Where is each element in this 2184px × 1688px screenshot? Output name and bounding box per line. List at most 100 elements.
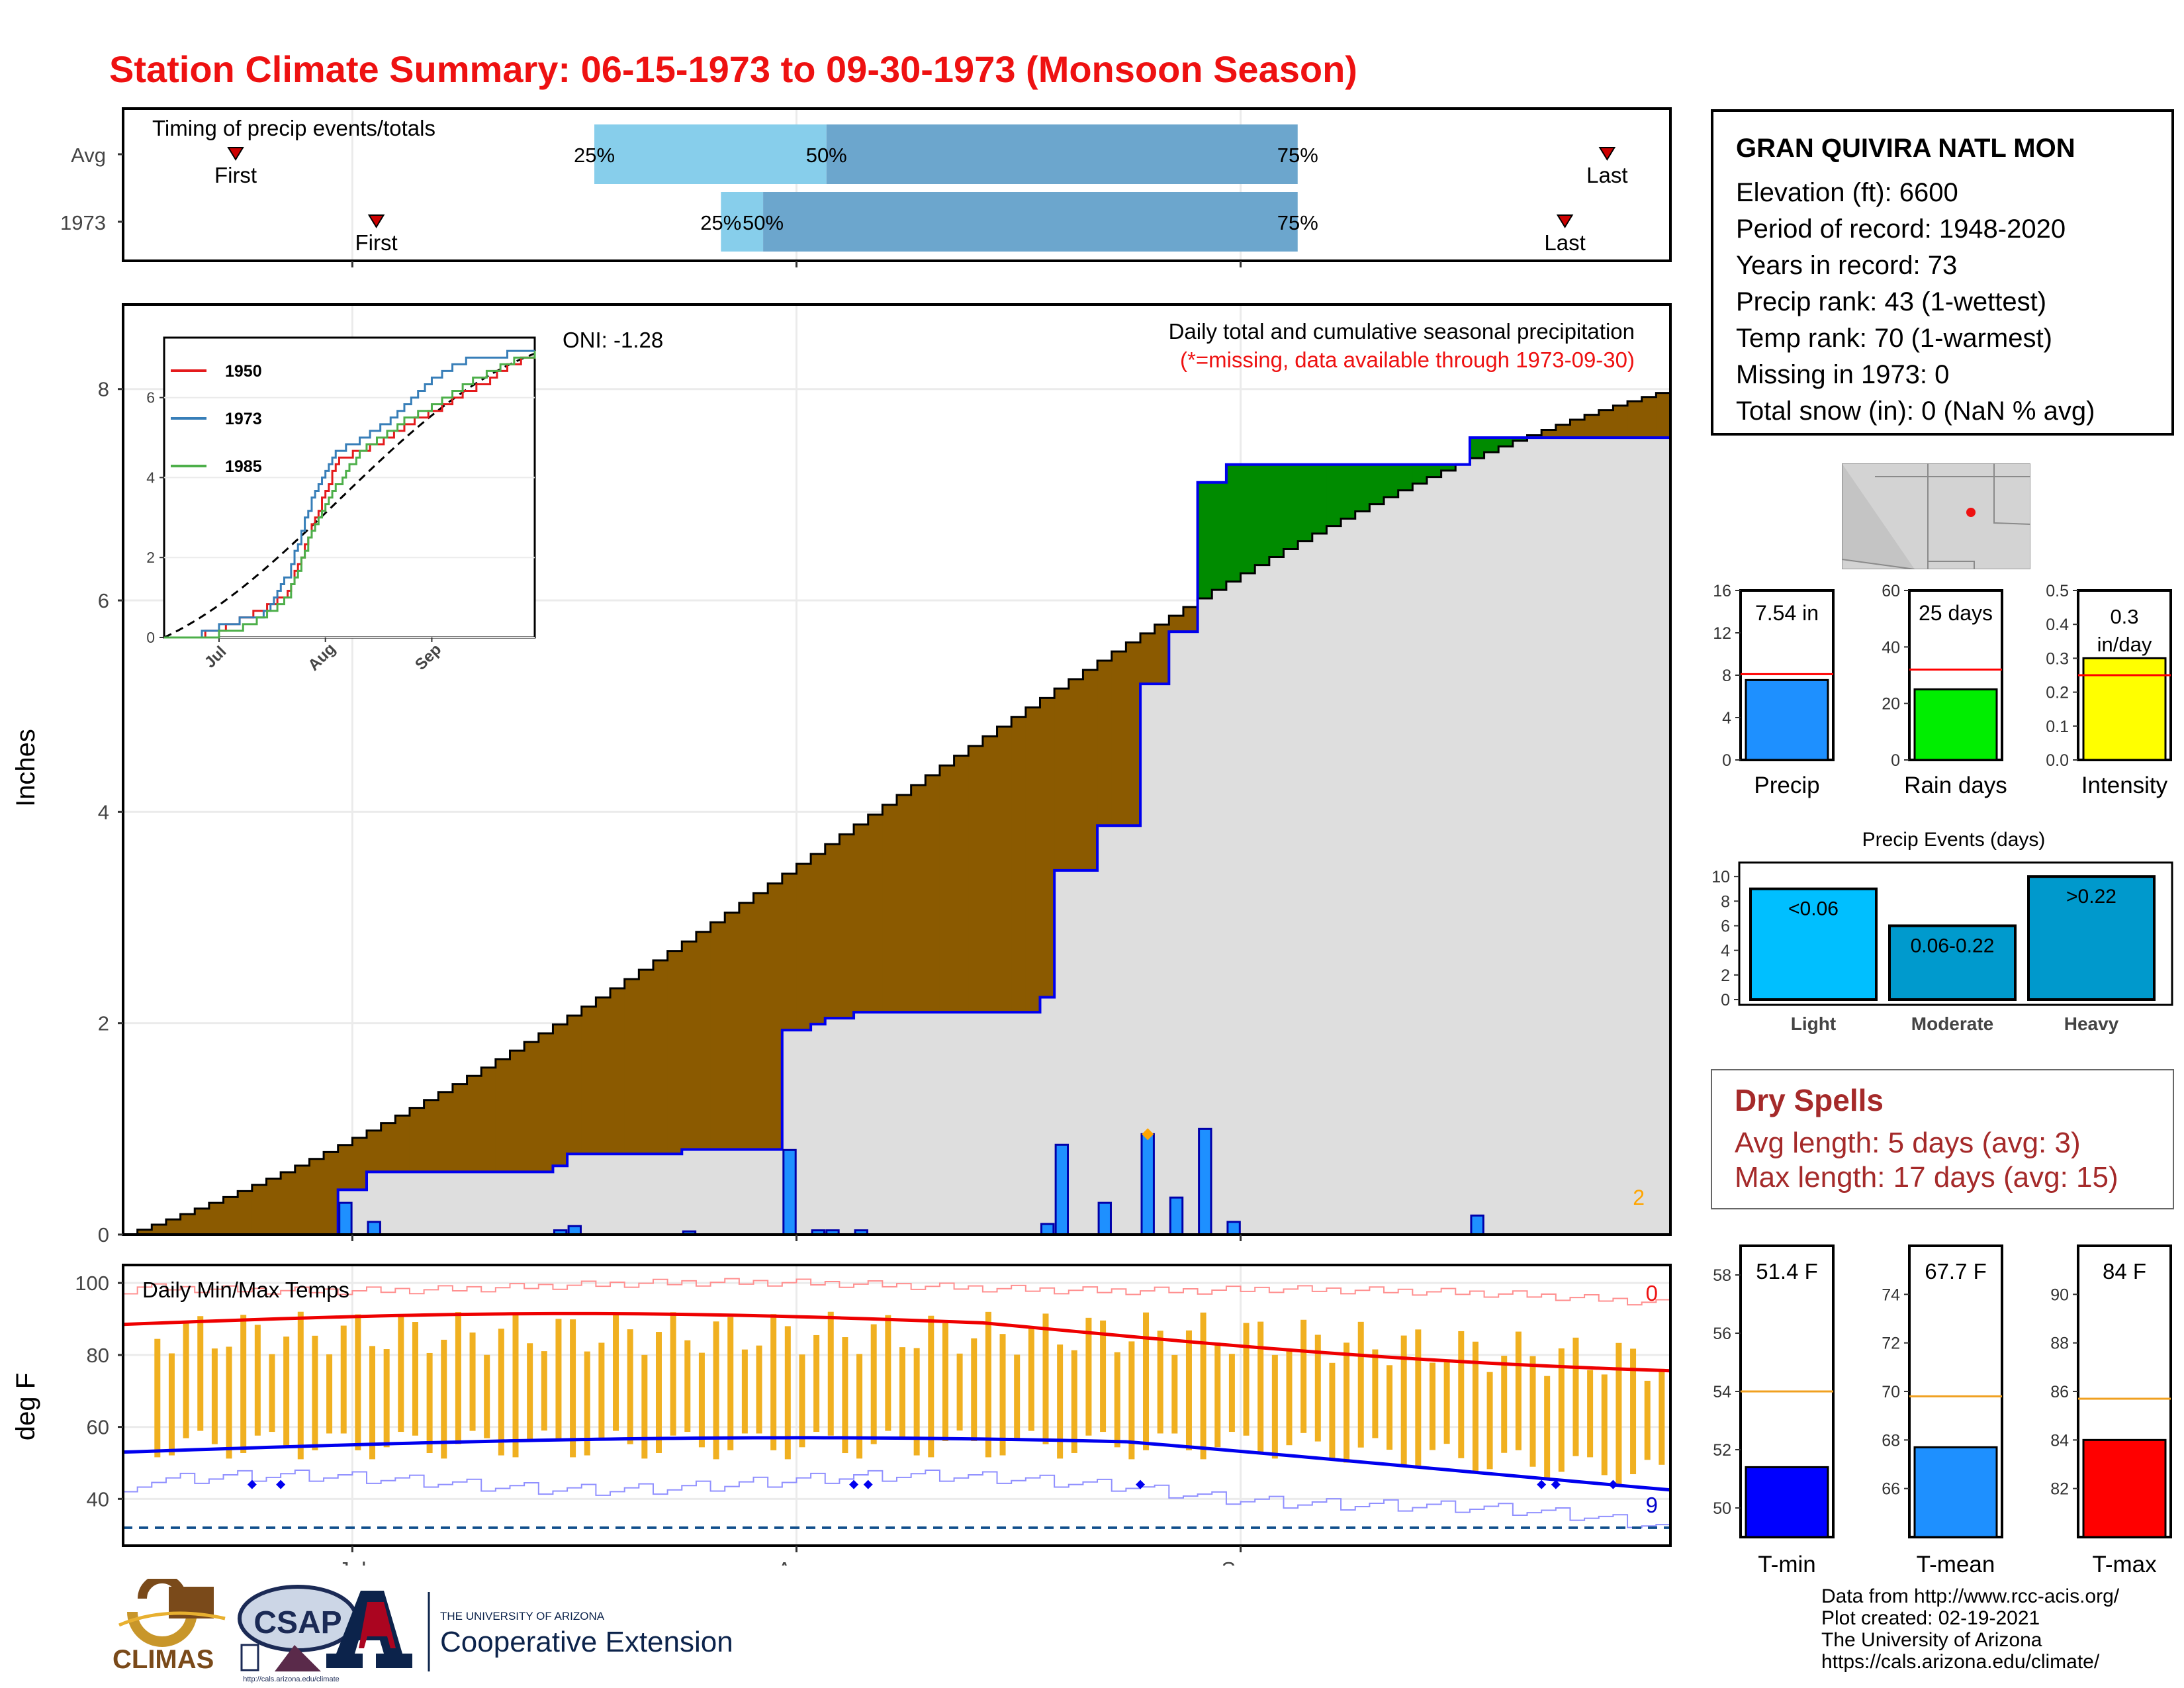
deficit-band	[352, 1137, 367, 1190]
deficit-band	[1584, 414, 1600, 438]
daily-temp-bar	[1100, 1320, 1107, 1432]
deficit-band	[1054, 688, 1069, 870]
events-tick: 4	[1721, 942, 1730, 961]
events-tick: 6	[1721, 917, 1730, 935]
deficit-band	[165, 1219, 181, 1235]
daily-precip-bar	[782, 1149, 797, 1236]
inset-plot	[163, 336, 536, 639]
timing-p25-label: 25%	[700, 211, 741, 234]
daily-temp-bar	[1157, 1331, 1163, 1434]
daily-temp-bar	[1400, 1335, 1407, 1468]
deficit-band	[1541, 430, 1557, 438]
daily-temp-bar	[1644, 1380, 1651, 1460]
mini-bar-text: in/day	[2097, 633, 2152, 656]
mini-bar-tick: 0.5	[2046, 583, 2069, 600]
daily-temp-bar	[498, 1329, 504, 1456]
mini-bar-tick: 0.2	[2046, 684, 2069, 702]
events-tick: 2	[1721, 966, 1730, 985]
daily-temp-bar	[727, 1317, 734, 1450]
daily-temp-bar	[655, 1332, 662, 1453]
daily-temp-bar	[741, 1349, 748, 1434]
deficit-band	[495, 1059, 511, 1172]
precip-y-tick: 6	[98, 589, 109, 612]
station-info-line: Total snow (in): 0 (NaN % avg)	[1736, 397, 2095, 426]
daily-temp-bar	[1357, 1321, 1364, 1448]
daily-temp-bar	[226, 1346, 232, 1459]
daily-temp-bar	[355, 1314, 361, 1450]
temp-bar-label: T-min	[1758, 1552, 1816, 1577]
events-bar-text: 0.06-0.22	[1911, 935, 1995, 957]
daily-temp-bar	[398, 1317, 404, 1432]
extreme-marker	[1142, 1128, 1154, 1141]
daily-precip-bar	[1097, 1201, 1112, 1236]
deficit-band	[510, 1051, 525, 1172]
inset-y-tick: 4	[146, 469, 155, 486]
timing-first-marker	[227, 147, 244, 161]
deficit-band	[295, 1165, 310, 1235]
record-low-marker	[247, 1479, 257, 1489]
temp-bar-tick: 86	[2050, 1383, 2069, 1401]
mini-bar-label: Precip	[1754, 773, 1819, 798]
temp-bar-tick: 90	[2050, 1286, 2069, 1304]
daily-temp-bar	[1515, 1331, 1522, 1450]
climas-text: CLIMAS	[113, 1645, 214, 1674]
timing-last-marker	[1556, 214, 1574, 228]
temp-bar-tick: 74	[1882, 1286, 1900, 1304]
deficit-band	[825, 844, 841, 1019]
surplus-band	[1384, 464, 1399, 498]
daily-temp-bar	[1028, 1327, 1034, 1431]
mini-bar-tick: 0	[1722, 751, 1731, 770]
events-bar-label: Heavy	[2064, 1013, 2119, 1034]
surplus-band	[1326, 464, 1342, 526]
daily-temp-bar	[1601, 1374, 1608, 1476]
daily-temp-bar	[913, 1348, 920, 1456]
daily-temp-bar	[1143, 1312, 1150, 1450]
daily-temp-bar	[1458, 1331, 1465, 1458]
events-bar-heavy	[2027, 875, 2156, 1001]
deficit-band	[1570, 420, 1585, 438]
deficit-band	[281, 1172, 296, 1235]
mini-bar-tick: 8	[1722, 667, 1731, 685]
deficit-band	[710, 922, 725, 1150]
daily-temp-bar	[326, 1354, 333, 1434]
surplus-band	[1369, 464, 1385, 504]
deficit-band	[696, 931, 711, 1150]
daily-temp-bar	[168, 1353, 175, 1456]
deficit-band	[796, 863, 811, 1031]
timing-first-label: First	[214, 163, 257, 187]
daily-temp-bar	[340, 1325, 347, 1434]
daily-temp-bar	[1429, 1362, 1435, 1450]
daily-temp-bar	[1057, 1344, 1064, 1459]
temp-bar-tick: 70	[1882, 1383, 1900, 1401]
daily-precip-bar	[1054, 1143, 1069, 1236]
timing-row-label: Avg	[71, 144, 106, 167]
deficit-band	[324, 1152, 339, 1235]
timing-p25-label: 25%	[574, 144, 615, 167]
deficit-band	[238, 1191, 253, 1235]
mini-bar-tick: 0	[1891, 751, 1900, 770]
station-name: GRAN QUIVIRA NATL MON	[1736, 134, 2075, 163]
daily-temp-bar	[856, 1354, 863, 1459]
deficit-band	[968, 745, 983, 1013]
daily-temp-bar	[1486, 1372, 1493, 1470]
location-map	[1842, 463, 2030, 569]
deficit-band	[739, 903, 754, 1150]
mini-bar-label: Intensity	[2081, 773, 2168, 798]
dry-spells-box: Dry Spells Avg length: 5 days (avg: 3) M…	[1711, 1069, 2174, 1209]
deficit-band	[868, 814, 883, 1013]
temp-bar-text: 84 F	[2103, 1259, 2146, 1284]
mini-bar-0	[1745, 679, 1829, 761]
daily-temp-bar	[598, 1342, 605, 1438]
record-low-line	[123, 1469, 1671, 1528]
deficit-band	[982, 736, 998, 1013]
deficit-band	[596, 997, 611, 1154]
station-info-line: Elevation (ft): 6600	[1736, 178, 1958, 207]
daily-temp-bar	[999, 1334, 1006, 1456]
deficit-band	[811, 854, 826, 1025]
mini-bar-tick: 60	[1882, 583, 1900, 600]
surplus-band	[1412, 464, 1428, 484]
main-chart-subtitle: (*=missing, data available through 1973-…	[1180, 348, 1635, 372]
deficit-band	[524, 1042, 539, 1172]
deficit-band	[581, 1006, 596, 1154]
daily-temp-bar	[1544, 1376, 1551, 1480]
